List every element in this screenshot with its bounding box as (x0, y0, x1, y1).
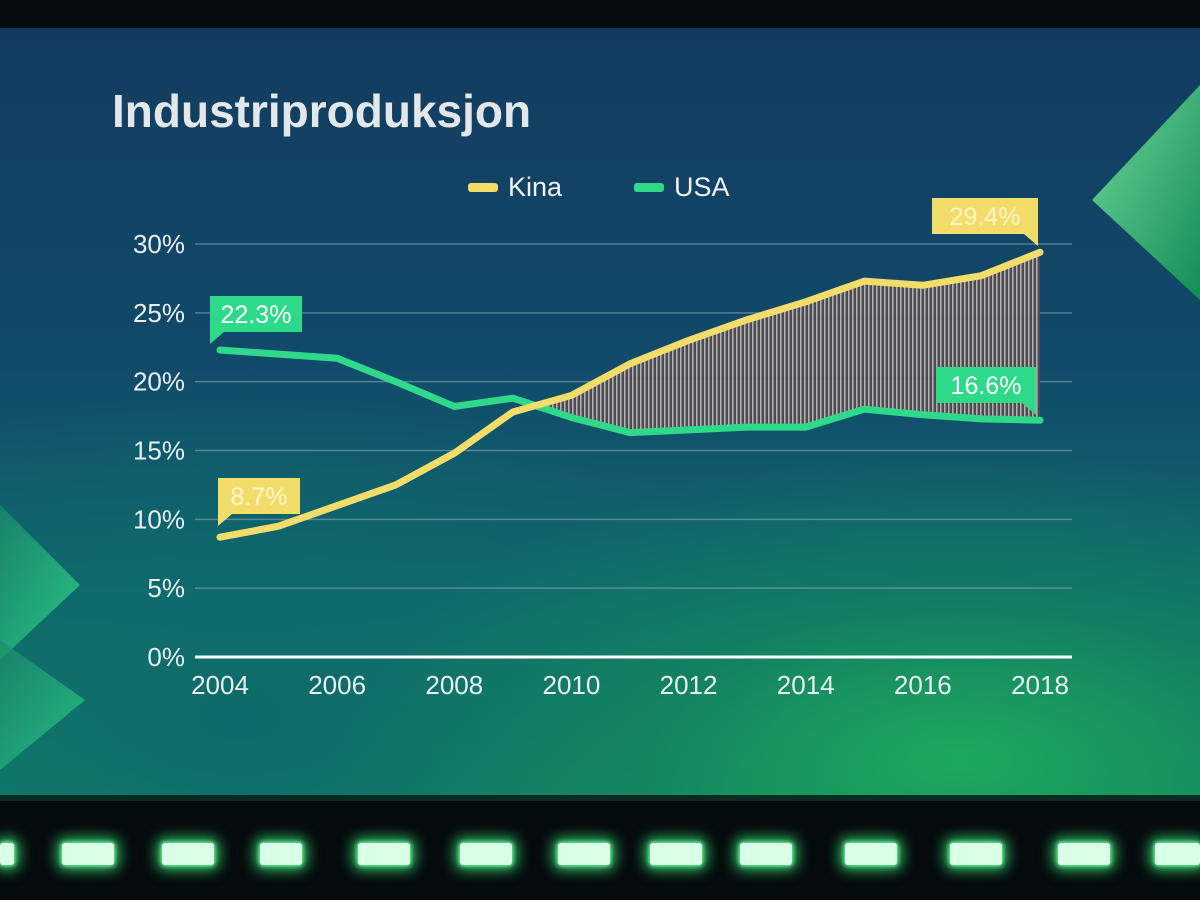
series-lines (216, 248, 1044, 541)
chart: Industriproduksjon Kina USA 0% 5% 10% 15% 20… (0, 85, 1200, 770)
callout-pointer (1024, 234, 1038, 246)
y-tick-label: 20% (133, 367, 185, 397)
y-tick-label: 10% (133, 504, 185, 534)
series-line-usa (216, 346, 1044, 437)
decor-triangle-left-upper (0, 505, 80, 660)
x-tick-label: 2012 (660, 670, 718, 700)
callout-pointer (1022, 403, 1036, 415)
callout-box (218, 478, 300, 514)
callout-label: 16.6% (951, 372, 1022, 400)
y-tick-label: 15% (133, 436, 185, 466)
decor-triangle-left-lower (0, 640, 85, 770)
chart-title: Industriproduksjon (112, 85, 531, 137)
led-light (845, 843, 897, 865)
callout-kina-2018: 29.4% (932, 198, 1038, 246)
legend-label-usa: USA (674, 172, 730, 202)
value-callouts: 22.3% 8.7% 29.4% 16.6% (210, 198, 1038, 526)
led-light (558, 843, 610, 865)
callout-box (210, 296, 302, 332)
legend: Kina USA (468, 172, 730, 202)
x-tick-label: 2010 (543, 670, 601, 700)
gap-hatched-area (536, 252, 1040, 433)
led-light (62, 843, 114, 865)
led-light (1155, 843, 1200, 865)
stage-led-strip (0, 835, 1200, 875)
series-line-kina (216, 248, 1044, 541)
y-tick-label: 0% (147, 642, 185, 672)
y-tick-label: 30% (133, 229, 185, 259)
led-light (1058, 843, 1110, 865)
legend-swatch-usa (634, 183, 664, 192)
axes: 0% 5% 10% 15% 20% 25% 30% 2004 2006 2008 2010 2012 2… (133, 229, 1072, 700)
decor-triangle-right (1092, 85, 1200, 300)
led-light (0, 843, 14, 865)
callout-usa-2018: 16.6% (936, 367, 1036, 415)
callout-kina-2004: 8.7% (218, 478, 300, 526)
x-tick-label: 2016 (894, 670, 952, 700)
led-light (740, 843, 792, 865)
top-dark-frame (0, 0, 1200, 28)
callout-label: 29.4% (950, 203, 1021, 231)
led-light (162, 843, 214, 865)
led-light (950, 843, 1002, 865)
led-light (460, 843, 512, 865)
y-tick-label: 25% (133, 298, 185, 328)
x-tick-label: 2018 (1011, 670, 1069, 700)
led-light (260, 843, 302, 865)
x-tick-label: 2004 (191, 670, 249, 700)
callout-pointer (210, 332, 224, 344)
callout-box (932, 198, 1038, 234)
screen-bottom-edge (0, 795, 1200, 801)
callout-label: 22.3% (221, 301, 292, 329)
callout-label: 8.7% (231, 483, 288, 511)
callout-pointer (218, 514, 232, 526)
led-light (650, 843, 702, 865)
y-tick-label: 5% (147, 573, 185, 603)
x-tick-label: 2014 (777, 670, 835, 700)
callout-box (936, 367, 1036, 403)
callout-usa-2004: 22.3% (210, 296, 302, 344)
legend-swatch-kina (468, 183, 498, 192)
legend-label-kina: Kina (508, 172, 563, 202)
led-light (358, 843, 410, 865)
x-tick-label: 2008 (425, 670, 483, 700)
x-tick-label: 2006 (308, 670, 366, 700)
shaded-gap-area (536, 252, 1040, 433)
